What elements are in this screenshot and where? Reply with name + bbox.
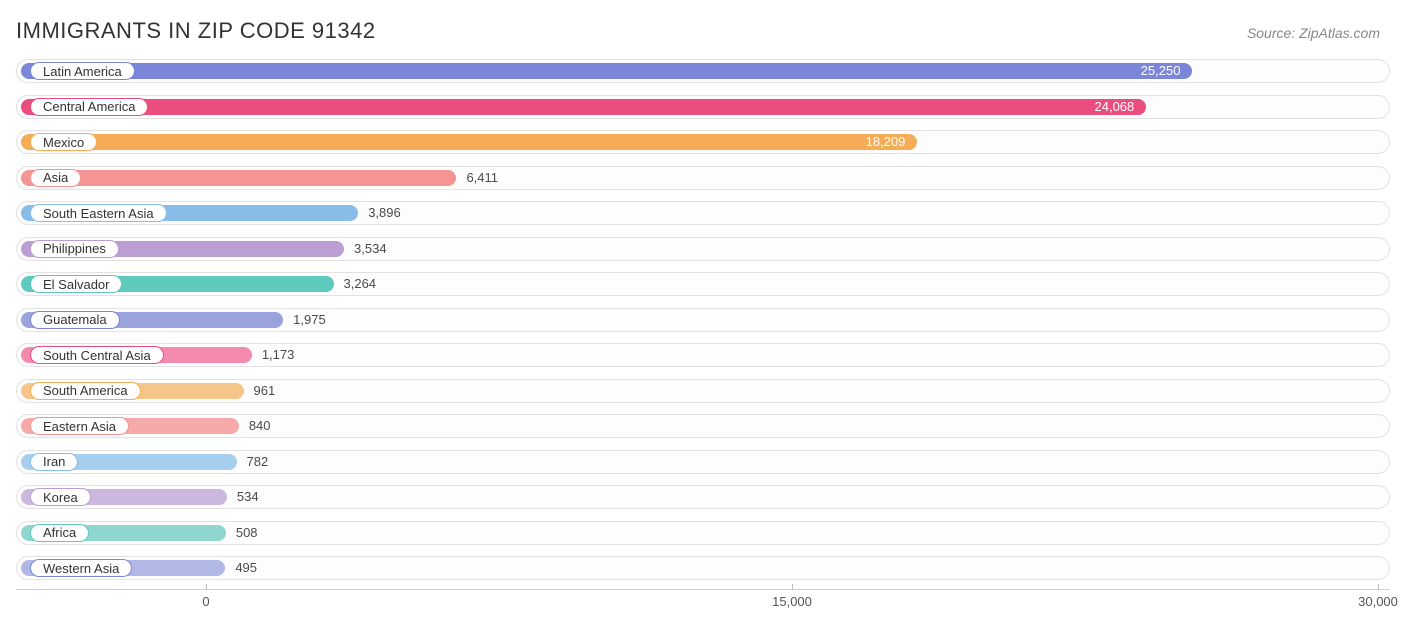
bar-category-label: Guatemala bbox=[30, 311, 120, 329]
bar-category-label: South Eastern Asia bbox=[30, 204, 167, 222]
bar-value-label: 961 bbox=[254, 383, 276, 399]
bar-category-label: Central America bbox=[30, 98, 148, 116]
bar-value-label: 3,534 bbox=[354, 241, 387, 257]
bar-row: Korea 534 bbox=[16, 482, 1390, 512]
bar-category-label: South Central Asia bbox=[30, 346, 164, 364]
bar-row: South America 961 bbox=[16, 376, 1390, 406]
bar-value-label: 3,264 bbox=[344, 276, 377, 292]
bar-category-label: Eastern Asia bbox=[30, 417, 129, 435]
bar-row: South Central Asia 1,173 bbox=[16, 340, 1390, 370]
bar-row: Western Asia 495 bbox=[16, 553, 1390, 583]
bar-fill bbox=[21, 63, 1192, 79]
bar-category-label: Philippines bbox=[30, 240, 119, 258]
axis-tick-label: 15,000 bbox=[772, 594, 812, 609]
bar-value-label: 840 bbox=[249, 418, 271, 434]
bar-category-label: Iran bbox=[30, 453, 78, 471]
bar-fill bbox=[21, 99, 1146, 115]
bar-fill bbox=[21, 170, 456, 186]
axis-tick bbox=[1378, 584, 1379, 590]
bar-row: Asia 6,411 bbox=[16, 163, 1390, 193]
axis-tick bbox=[792, 584, 793, 590]
bar-row: Eastern Asia 840 bbox=[16, 411, 1390, 441]
axis-tick bbox=[206, 584, 207, 590]
bar-value-label: 3,896 bbox=[368, 205, 401, 221]
bar-value-label: 6,411 bbox=[466, 170, 498, 186]
bar-value-label: 534 bbox=[237, 489, 259, 505]
bar-row: Iran 782 bbox=[16, 447, 1390, 477]
bar-category-label: Latin America bbox=[30, 62, 135, 80]
bar-fill bbox=[21, 134, 917, 150]
bar-value-label: 18,209 bbox=[866, 134, 906, 150]
bar-category-label: Korea bbox=[30, 488, 91, 506]
axis-tick-label: 0 bbox=[202, 594, 209, 609]
bar-category-label: Asia bbox=[30, 169, 81, 187]
bar-row: El Salvador 3,264 bbox=[16, 269, 1390, 299]
axis-tick-label: 30,000 bbox=[1358, 594, 1398, 609]
bar-row: Africa 508 bbox=[16, 518, 1390, 548]
bar-row: Mexico 18,209 bbox=[16, 127, 1390, 157]
bar-value-label: 495 bbox=[235, 560, 257, 576]
bar-category-label: El Salvador bbox=[30, 275, 122, 293]
bar-category-label: Africa bbox=[30, 524, 89, 542]
bar-value-label: 24,068 bbox=[1095, 99, 1135, 115]
bar-value-label: 508 bbox=[236, 525, 258, 541]
bar-row: Guatemala 1,975 bbox=[16, 305, 1390, 335]
chart-title: IMMIGRANTS IN ZIP CODE 91342 bbox=[16, 18, 376, 44]
bar-value-label: 1,173 bbox=[262, 347, 295, 363]
chart-source: Source: ZipAtlas.com bbox=[1247, 25, 1380, 41]
bar-value-label: 25,250 bbox=[1141, 63, 1181, 79]
bar-row: Central America 24,068 bbox=[16, 92, 1390, 122]
x-axis: 015,00030,000 bbox=[16, 589, 1390, 613]
bar-value-label: 1,975 bbox=[293, 312, 326, 328]
chart-header: IMMIGRANTS IN ZIP CODE 91342 Source: Zip… bbox=[0, 0, 1406, 54]
bar-row: Latin America 25,250 bbox=[16, 56, 1390, 86]
bar-category-label: Mexico bbox=[30, 133, 97, 151]
chart-area: Latin America 25,250 Central America 24,068… bbox=[0, 54, 1406, 583]
bar-category-label: South America bbox=[30, 382, 141, 400]
bar-value-label: 782 bbox=[247, 454, 269, 470]
bar-category-label: Western Asia bbox=[30, 559, 132, 577]
bar-row: Philippines 3,534 bbox=[16, 234, 1390, 264]
bar-row: South Eastern Asia 3,896 bbox=[16, 198, 1390, 228]
